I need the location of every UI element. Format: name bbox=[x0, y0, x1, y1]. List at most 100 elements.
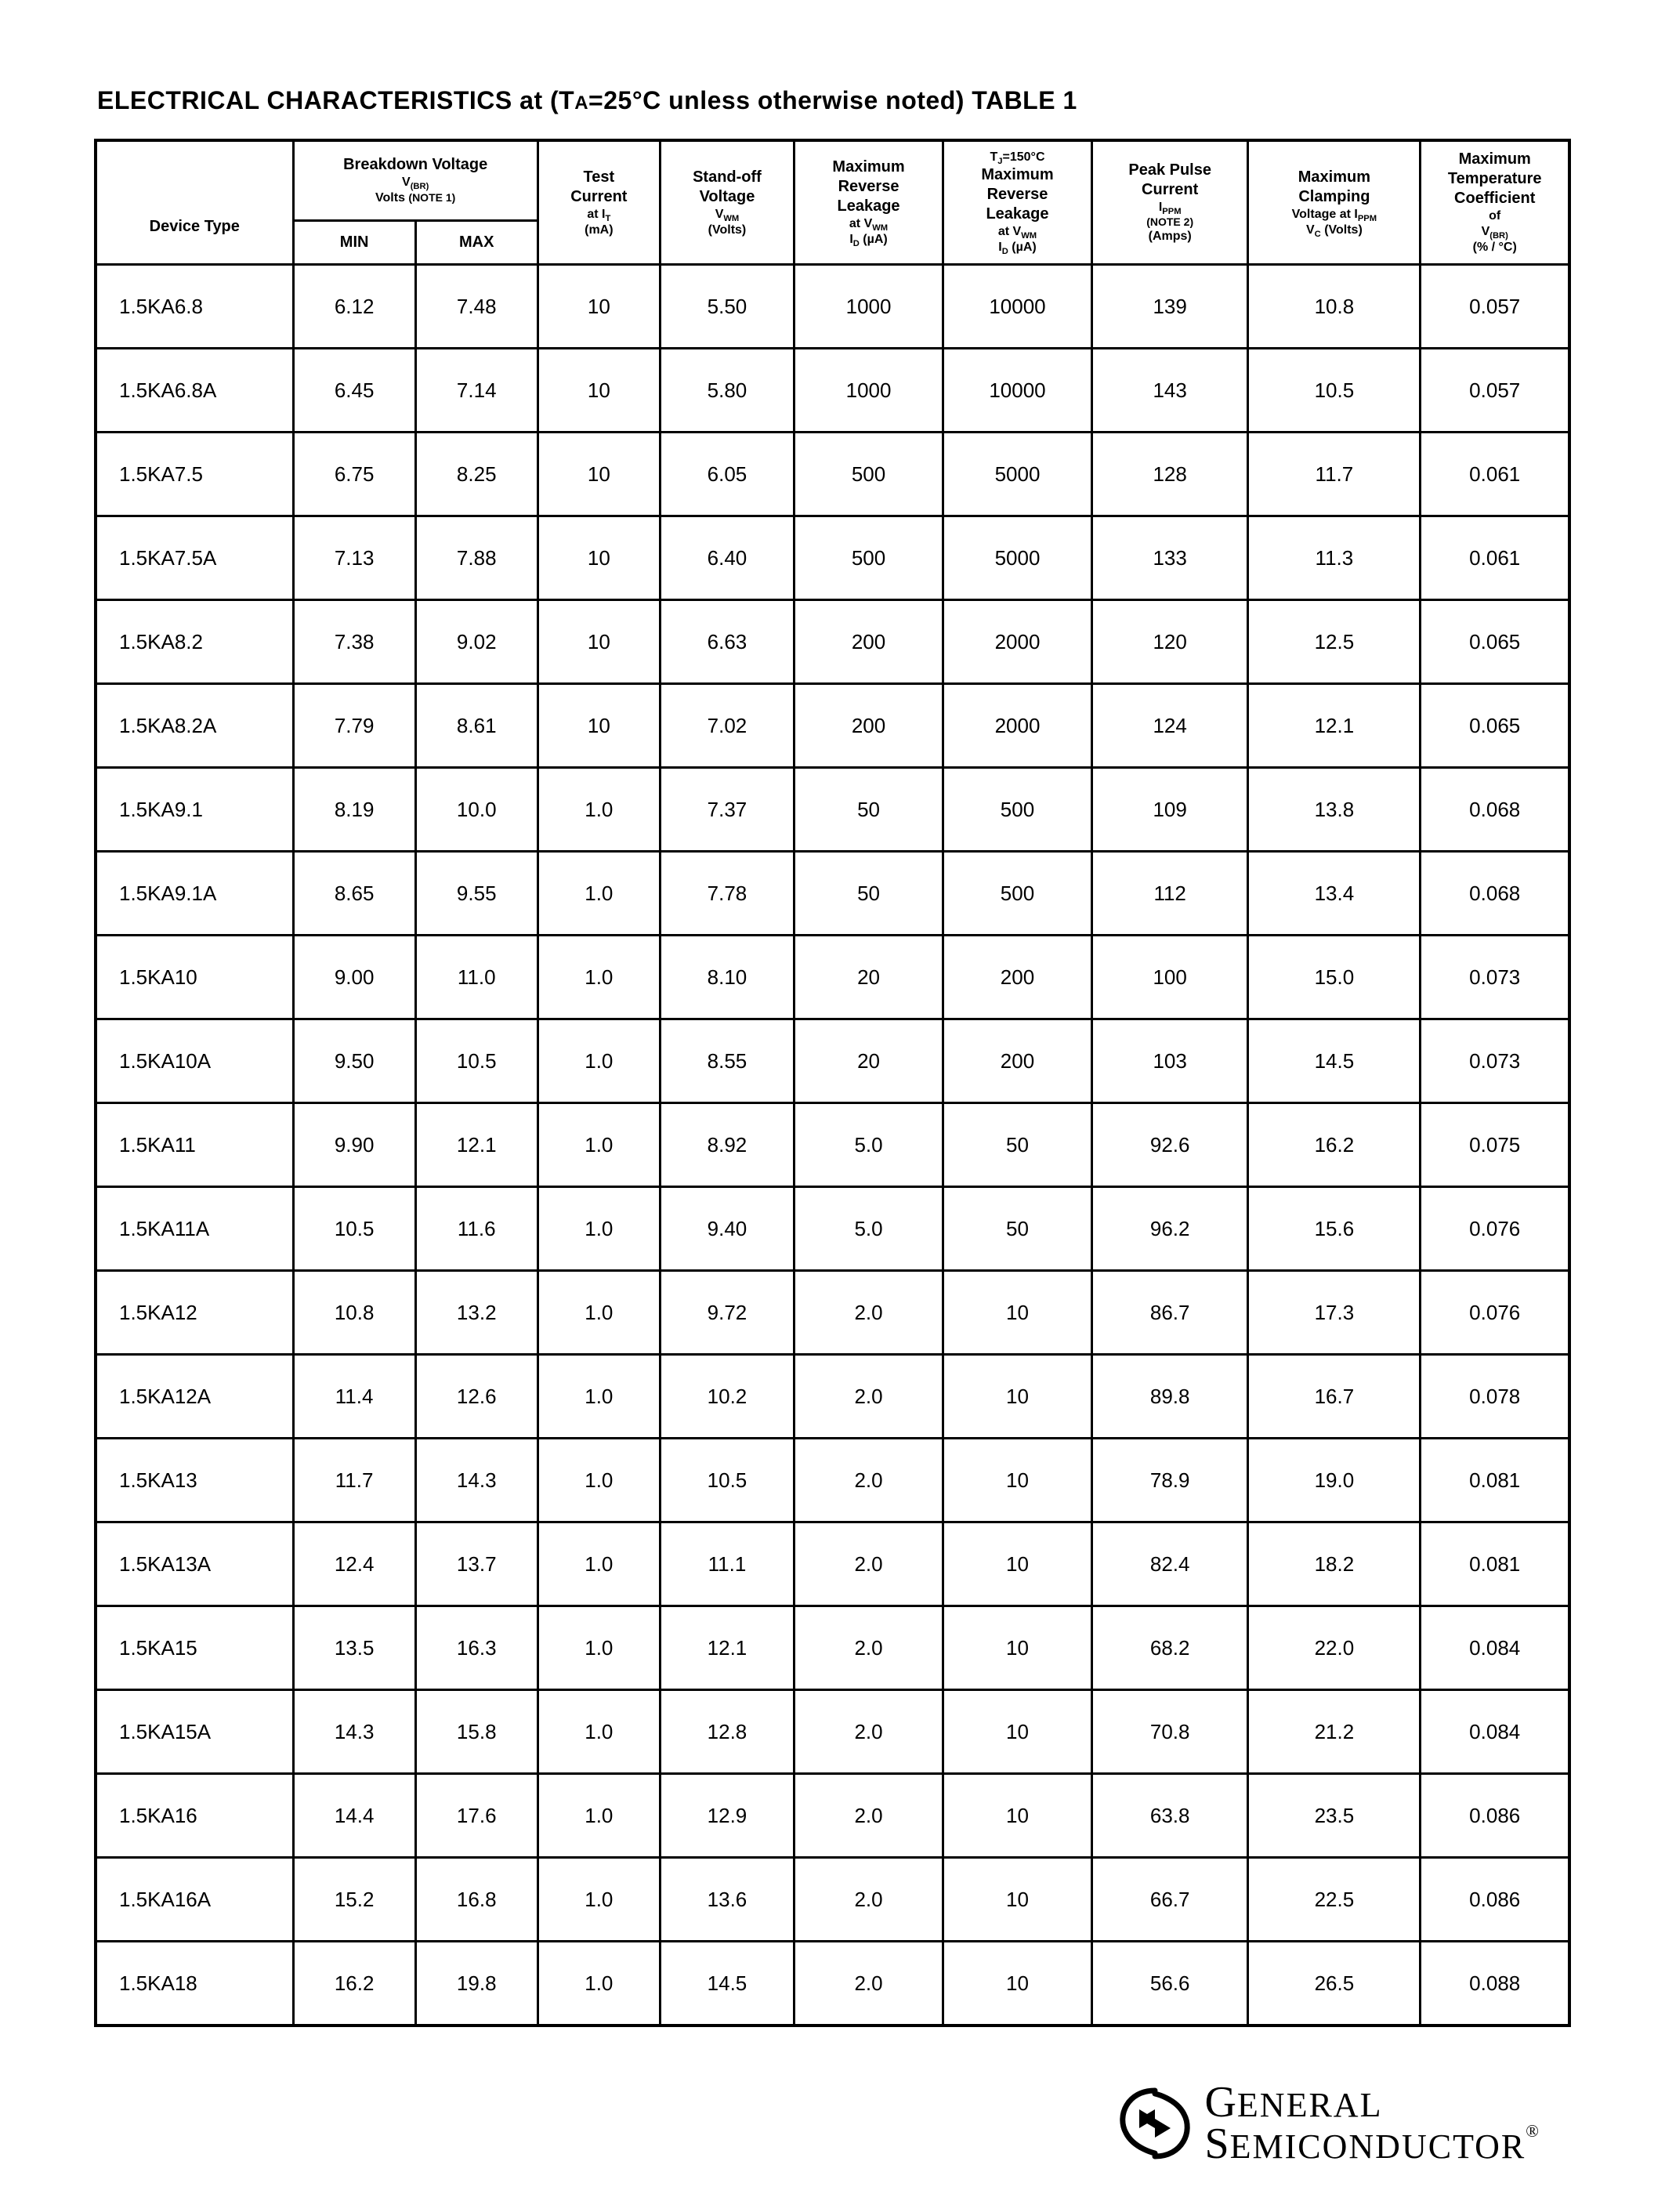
table-row: 1.5KA1614.417.61.012.92.01063.823.50.086 bbox=[96, 1774, 1569, 1858]
cell-id2: 2000 bbox=[943, 600, 1092, 684]
cell-min: 6.45 bbox=[293, 349, 415, 433]
cell-vc: 11.3 bbox=[1248, 516, 1421, 600]
cell-id1: 20 bbox=[794, 1019, 943, 1103]
cell-min: 7.79 bbox=[293, 684, 415, 768]
table-header: Device Type Breakdown Voltage V(BR) Volt… bbox=[96, 140, 1569, 265]
cell-min: 8.19 bbox=[293, 768, 415, 852]
cell-tc: 0.068 bbox=[1421, 852, 1569, 936]
cell-ippm: 68.2 bbox=[1091, 1606, 1247, 1690]
cell-vwm: 10.5 bbox=[660, 1439, 794, 1522]
cell-id1: 50 bbox=[794, 852, 943, 936]
cell-dev: 1.5KA15 bbox=[96, 1606, 293, 1690]
cell-vwm: 12.1 bbox=[660, 1606, 794, 1690]
cell-vwm: 12.8 bbox=[660, 1690, 794, 1774]
cell-vc: 13.8 bbox=[1248, 768, 1421, 852]
cell-ippm: 103 bbox=[1091, 1019, 1247, 1103]
cell-it: 1.0 bbox=[538, 852, 660, 936]
col-leakage-150c: TJ=150°C Maximum Reverse Leakage at VWM … bbox=[943, 140, 1092, 265]
cell-max: 15.8 bbox=[415, 1690, 538, 1774]
cell-it: 10 bbox=[538, 684, 660, 768]
cell-min: 8.65 bbox=[293, 852, 415, 936]
col-test-current: Test Current at IT (mA) bbox=[538, 140, 660, 265]
cell-tc: 0.078 bbox=[1421, 1355, 1569, 1439]
cell-min: 15.2 bbox=[293, 1858, 415, 1942]
cell-dev: 1.5KA12A bbox=[96, 1355, 293, 1439]
cell-vwm: 5.50 bbox=[660, 265, 794, 349]
cell-vwm: 8.55 bbox=[660, 1019, 794, 1103]
cell-id1: 2.0 bbox=[794, 1606, 943, 1690]
cell-max: 14.3 bbox=[415, 1439, 538, 1522]
cell-vc: 17.3 bbox=[1248, 1271, 1421, 1355]
cell-vwm: 7.02 bbox=[660, 684, 794, 768]
characteristics-table: Device Type Breakdown Voltage V(BR) Volt… bbox=[94, 139, 1571, 2027]
cell-tc: 0.075 bbox=[1421, 1103, 1569, 1187]
cell-tc: 0.086 bbox=[1421, 1858, 1569, 1942]
cell-id2: 5000 bbox=[943, 516, 1092, 600]
cell-tc: 0.081 bbox=[1421, 1522, 1569, 1606]
cell-min: 11.7 bbox=[293, 1439, 415, 1522]
table-row: 1.5KA13A12.413.71.011.12.01082.418.20.08… bbox=[96, 1522, 1569, 1606]
table-row: 1.5KA15A14.315.81.012.82.01070.821.20.08… bbox=[96, 1690, 1569, 1774]
cell-dev: 1.5KA10A bbox=[96, 1019, 293, 1103]
cell-min: 13.5 bbox=[293, 1606, 415, 1690]
cell-tc: 0.057 bbox=[1421, 349, 1569, 433]
cell-id1: 5.0 bbox=[794, 1103, 943, 1187]
cell-vc: 26.5 bbox=[1248, 1942, 1421, 2026]
cell-tc: 0.073 bbox=[1421, 936, 1569, 1019]
cell-vwm: 9.40 bbox=[660, 1187, 794, 1271]
col-breakdown-max: MAX bbox=[415, 221, 538, 265]
table-row: 1.5KA16A15.216.81.013.62.01066.722.50.08… bbox=[96, 1858, 1569, 1942]
cell-id2: 10000 bbox=[943, 349, 1092, 433]
brand-line2: EMICONDUCTOR bbox=[1230, 2127, 1526, 2166]
cell-id2: 10000 bbox=[943, 265, 1092, 349]
table-row: 1.5KA109.0011.01.08.102020010015.00.073 bbox=[96, 936, 1569, 1019]
cell-dev: 1.5KA6.8 bbox=[96, 265, 293, 349]
cell-tc: 0.057 bbox=[1421, 265, 1569, 349]
table-row: 1.5KA8.2A7.798.61107.02200200012412.10.0… bbox=[96, 684, 1569, 768]
cell-vwm: 8.10 bbox=[660, 936, 794, 1019]
cell-id1: 2.0 bbox=[794, 1271, 943, 1355]
cell-id1: 500 bbox=[794, 516, 943, 600]
table-body: 1.5KA6.86.127.48105.5010001000013910.80.… bbox=[96, 265, 1569, 2026]
cell-tc: 0.065 bbox=[1421, 600, 1569, 684]
col-peak-pulse: Peak Pulse Current IPPM (NOTE 2) (Amps) bbox=[1091, 140, 1247, 265]
cell-it: 10 bbox=[538, 600, 660, 684]
cell-min: 9.00 bbox=[293, 936, 415, 1019]
cell-min: 6.12 bbox=[293, 265, 415, 349]
cell-min: 16.2 bbox=[293, 1942, 415, 2026]
cell-min: 12.4 bbox=[293, 1522, 415, 1606]
cell-id2: 10 bbox=[943, 1774, 1092, 1858]
cell-vwm: 6.40 bbox=[660, 516, 794, 600]
cell-ippm: 70.8 bbox=[1091, 1690, 1247, 1774]
cell-dev: 1.5KA7.5A bbox=[96, 516, 293, 600]
cell-id2: 10 bbox=[943, 1858, 1092, 1942]
cell-ippm: 128 bbox=[1091, 433, 1247, 516]
cell-id1: 200 bbox=[794, 684, 943, 768]
cell-it: 10 bbox=[538, 516, 660, 600]
cell-id2: 50 bbox=[943, 1103, 1092, 1187]
cell-it: 10 bbox=[538, 349, 660, 433]
cell-it: 1.0 bbox=[538, 1606, 660, 1690]
cell-id1: 2.0 bbox=[794, 1774, 943, 1858]
cell-id2: 10 bbox=[943, 1271, 1092, 1355]
cell-min: 10.8 bbox=[293, 1271, 415, 1355]
cell-ippm: 109 bbox=[1091, 768, 1247, 852]
cell-vwm: 10.2 bbox=[660, 1355, 794, 1439]
cell-it: 1.0 bbox=[538, 1187, 660, 1271]
cell-max: 7.48 bbox=[415, 265, 538, 349]
cell-id1: 2.0 bbox=[794, 1522, 943, 1606]
cell-max: 11.6 bbox=[415, 1187, 538, 1271]
cell-max: 9.55 bbox=[415, 852, 538, 936]
cell-tc: 0.061 bbox=[1421, 433, 1569, 516]
cell-vc: 19.0 bbox=[1248, 1439, 1421, 1522]
cell-vwm: 13.6 bbox=[660, 1858, 794, 1942]
cell-max: 8.61 bbox=[415, 684, 538, 768]
cell-id2: 200 bbox=[943, 1019, 1092, 1103]
cell-min: 7.13 bbox=[293, 516, 415, 600]
cell-dev: 1.5KA16A bbox=[96, 1858, 293, 1942]
cell-max: 17.6 bbox=[415, 1774, 538, 1858]
cell-ippm: 143 bbox=[1091, 349, 1247, 433]
cell-vwm: 8.92 bbox=[660, 1103, 794, 1187]
cell-vc: 15.0 bbox=[1248, 936, 1421, 1019]
cell-it: 1.0 bbox=[538, 1858, 660, 1942]
